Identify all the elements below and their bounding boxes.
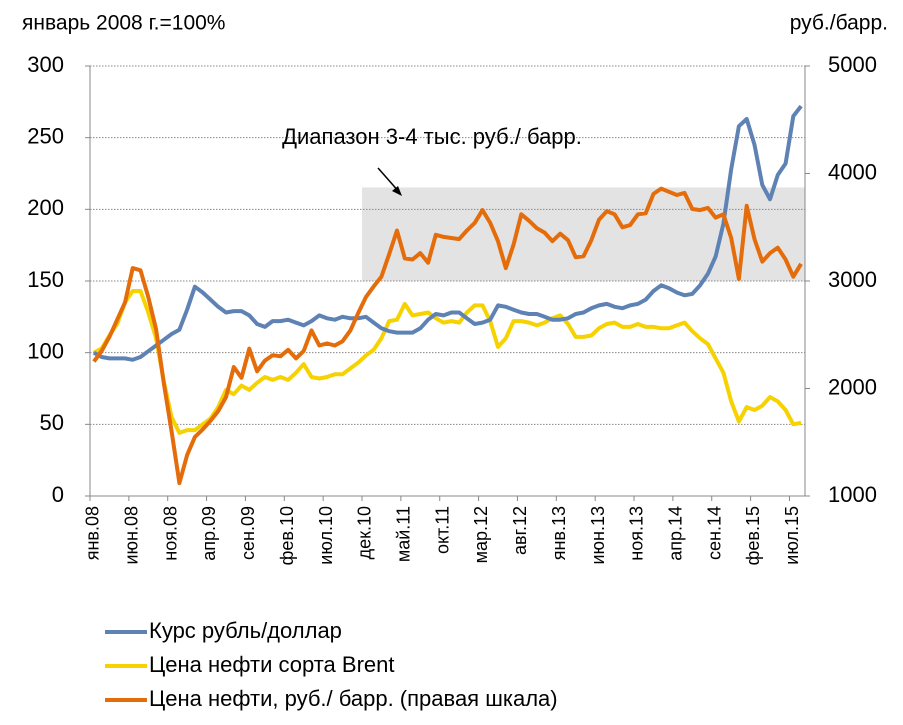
legend-label: Цена нефти сорта Brent xyxy=(149,652,394,677)
x-tick-label: окт.11 xyxy=(432,506,452,554)
x-tick-label: сен.14 xyxy=(704,506,724,560)
x-tick-label: май.11 xyxy=(394,506,414,562)
y2-axis-label: руб./барр. xyxy=(790,12,888,35)
x-tick-label: апр.14 xyxy=(666,506,686,561)
x-tick-label: июн.13 xyxy=(588,506,608,565)
y2-tick-label: 2000 xyxy=(828,374,877,399)
y2-tick-label: 5000 xyxy=(828,52,877,77)
y-axis-label: январь 2008 г.=100% xyxy=(22,12,225,35)
y2-tick-label: 1000 xyxy=(828,482,877,507)
x-tick-label: янв.08 xyxy=(83,506,103,560)
annotation-arrowhead xyxy=(392,186,402,196)
x-tick-label: дек.10 xyxy=(355,506,375,559)
x-tick-label: июн.08 xyxy=(121,506,141,565)
x-tick-label: ноя.13 xyxy=(627,506,647,561)
y2-tick-label: 3000 xyxy=(828,267,877,292)
legend-label: Курс рубль/доллар xyxy=(149,618,342,643)
y-tick-label: 200 xyxy=(27,195,64,220)
y-tick-label: 150 xyxy=(27,267,64,292)
x-tick-label: ноя.08 xyxy=(160,506,180,561)
annotation: Диапазон 3-4 тыс. руб./ барр. xyxy=(282,124,582,149)
x-tick-label: апр.09 xyxy=(199,506,219,561)
series-line xyxy=(92,186,803,486)
y2-tick-label: 4000 xyxy=(828,159,877,184)
x-tick-label: фев.15 xyxy=(743,506,763,565)
series-line xyxy=(92,104,803,362)
y-tick-label: 250 xyxy=(27,123,64,148)
x-tick-label: фев.10 xyxy=(277,506,297,565)
y-tick-label: 100 xyxy=(27,338,64,363)
x-tick-label: янв.13 xyxy=(549,506,569,560)
legend-label: Цена нефти, руб./ барр. (правая шкала) xyxy=(149,686,558,711)
y-tick-label: 300 xyxy=(27,52,64,77)
x-tick-label: июл.10 xyxy=(316,506,336,565)
x-tick-label: июл.15 xyxy=(782,506,802,565)
y-tick-label: 50 xyxy=(40,410,64,435)
y-tick-label: 0 xyxy=(52,482,64,507)
x-tick-label: мар.12 xyxy=(471,506,491,563)
x-tick-label: сен.09 xyxy=(238,506,258,560)
x-tick-label: авг.12 xyxy=(510,506,530,555)
